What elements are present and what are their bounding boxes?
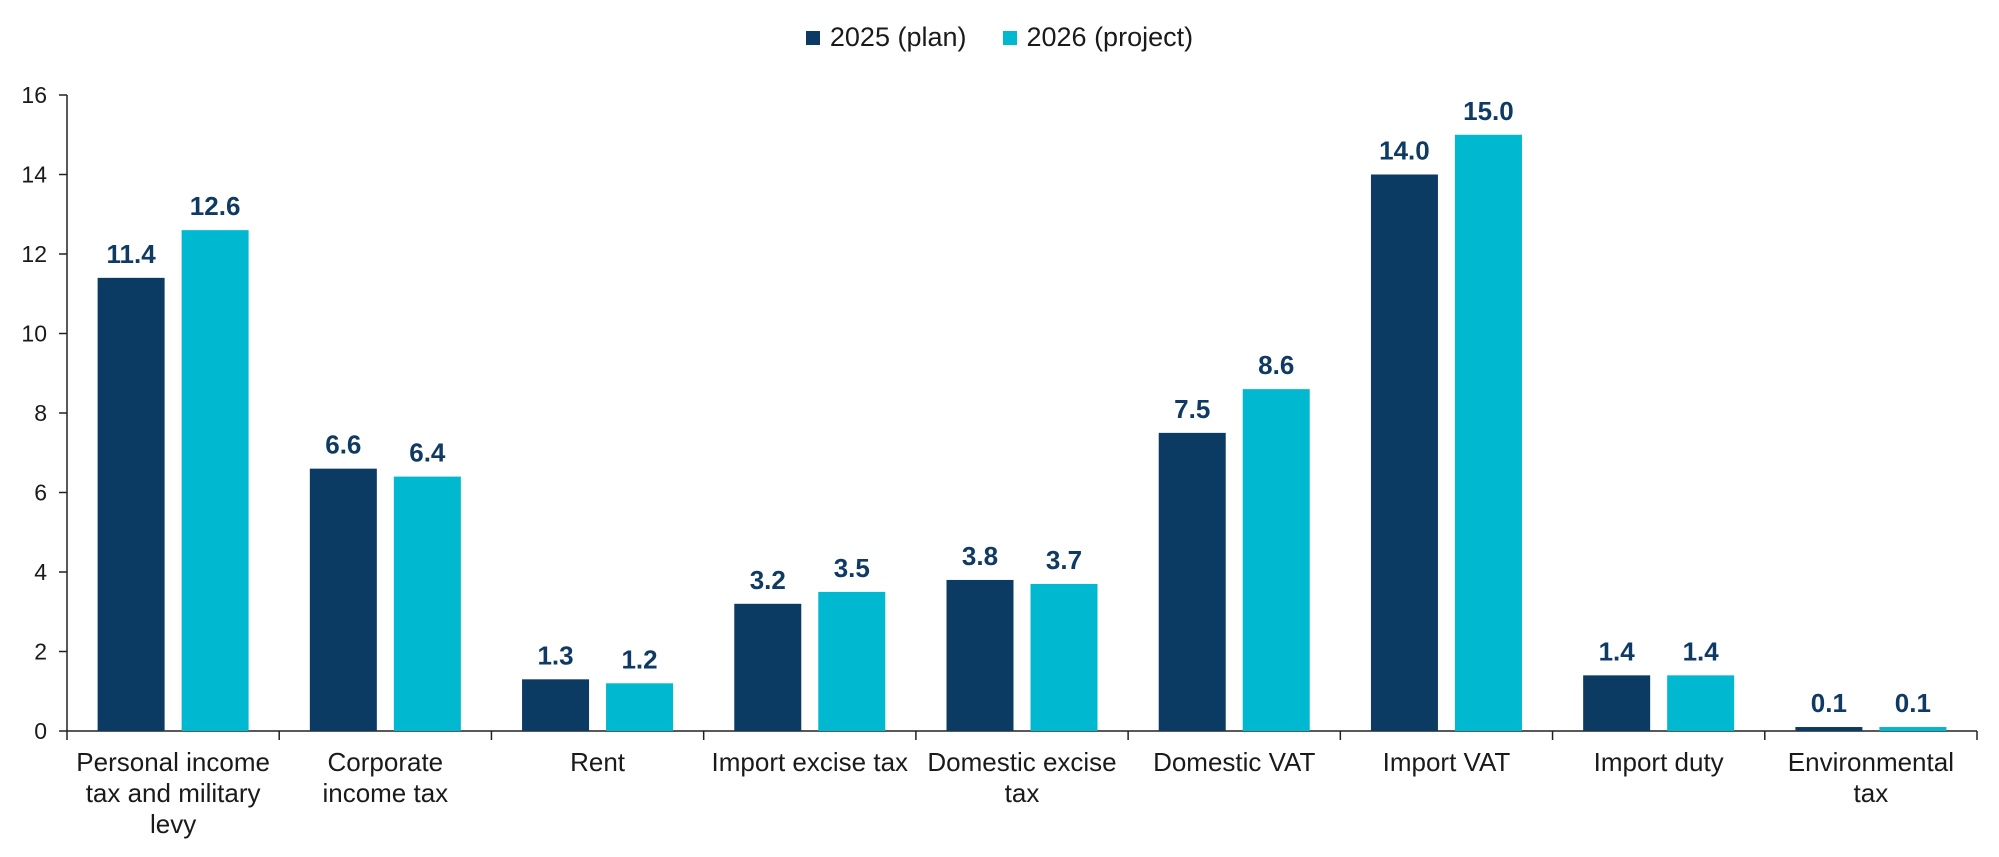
bar-2025-plan: [946, 579, 1014, 731]
data-label: 1.2: [621, 644, 657, 674]
bar-2026-project: [818, 591, 886, 731]
x-category-label: Corporate: [328, 747, 444, 777]
data-label: 3.5: [834, 553, 870, 583]
data-label: 6.6: [325, 430, 361, 460]
bar-2025-plan: [1370, 174, 1438, 731]
x-category-label: tax: [1854, 778, 1889, 808]
x-category-label: tax and military: [86, 778, 261, 808]
y-tick-label: 14: [21, 162, 47, 188]
legend-swatch-2026-project: [1002, 30, 1017, 45]
x-category-label: Import VAT: [1383, 747, 1511, 777]
bar-2025-plan: [97, 277, 165, 731]
bar-2026-project: [393, 476, 461, 731]
data-label: 7.5: [1174, 394, 1210, 424]
bar-2025-plan: [1583, 675, 1651, 731]
data-label: 1.3: [537, 640, 573, 670]
bar-2025-plan: [1795, 727, 1863, 731]
data-label: 3.2: [750, 565, 786, 595]
data-label: 3.7: [1046, 545, 1082, 575]
data-label: 8.6: [1258, 350, 1294, 380]
legend-item-2026-project: 2026 (project): [1002, 22, 1194, 53]
legend-label-2026-project: 2026 (project): [1026, 22, 1194, 52]
bar-2026-project: [1454, 134, 1522, 731]
x-category-label: Import duty: [1594, 747, 1724, 777]
data-label: 11.4: [107, 239, 157, 269]
x-category-label: Import excise tax: [712, 747, 909, 777]
legend-swatch-2025-plan: [805, 30, 820, 45]
bar-2025-plan: [734, 603, 802, 731]
data-label: 12.6: [190, 191, 241, 221]
y-tick-label: 16: [21, 82, 47, 108]
bar-2026-project: [1030, 583, 1098, 731]
y-tick-label: 6: [34, 480, 47, 506]
data-label: 15.0: [1463, 96, 1514, 126]
x-category-label: Domestic VAT: [1153, 747, 1315, 777]
bar-2026-project: [1879, 727, 1947, 731]
x-category-label: income tax: [322, 778, 448, 808]
data-label: 3.8: [962, 541, 998, 571]
y-tick-label: 8: [34, 400, 47, 426]
bar-2026-project: [181, 230, 249, 731]
legend-item-2025-plan: 2025 (plan): [805, 22, 967, 53]
y-tick-label: 12: [21, 241, 47, 267]
bar-2026-project: [1667, 675, 1735, 731]
bar-2025-plan: [309, 468, 377, 731]
data-label: 0.1: [1811, 688, 1847, 718]
data-label: 14.0: [1379, 136, 1430, 166]
chart-legend: 2025 (plan) 2026 (project): [0, 22, 1999, 53]
bar-2025-plan: [1158, 432, 1226, 731]
x-category-label: Rent: [570, 747, 626, 777]
data-label: 1.4: [1599, 636, 1636, 666]
legend-label-2025-plan: 2025 (plan): [829, 22, 967, 52]
bar-2026-project: [1242, 389, 1310, 731]
bar-2026-project: [606, 683, 674, 731]
y-tick-label: 2: [34, 639, 47, 665]
data-label: 1.4: [1683, 636, 1720, 666]
x-category-label: levy: [150, 809, 196, 839]
x-category-label: tax: [1005, 778, 1040, 808]
x-category-label: Personal income: [76, 747, 270, 777]
x-category-label: Environmental: [1788, 747, 1954, 777]
data-label: 0.1: [1895, 688, 1931, 718]
bar-2025-plan: [522, 679, 590, 731]
y-tick-label: 4: [34, 559, 47, 585]
y-tick-label: 0: [34, 718, 47, 744]
x-category-label: Domestic excise: [927, 747, 1116, 777]
data-label: 6.4: [409, 438, 446, 468]
y-tick-label: 10: [21, 321, 47, 347]
